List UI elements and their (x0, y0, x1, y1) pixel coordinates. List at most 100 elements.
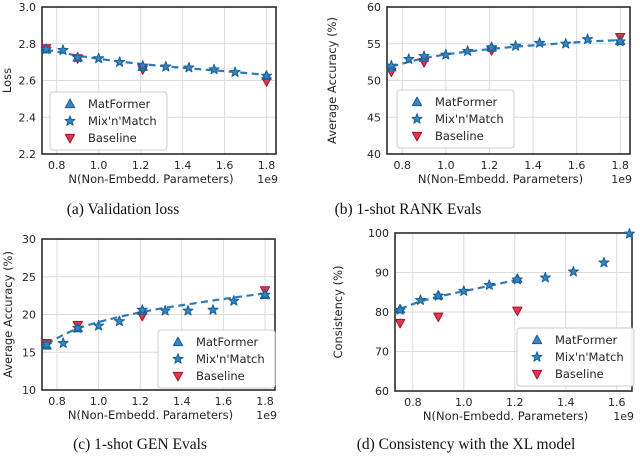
axis-offset-text: 1e9 (613, 410, 634, 423)
subplot-caption-b: (b) 1-shot RANK Evals (334, 201, 482, 218)
y-tick-label: 30 (22, 233, 36, 246)
y-tick-label: 2.4 (19, 111, 37, 124)
y-tick-label: 25 (22, 271, 36, 284)
subplot-caption-d: (d) Consistency with the XL model (356, 436, 576, 453)
legend-box (49, 91, 168, 151)
star-marker (72, 322, 84, 333)
legend-label: Mix'n'Match (196, 352, 265, 366)
x-tick-label: 1.0 (90, 395, 108, 408)
star-marker (511, 273, 523, 285)
axis-offset-text: 1e9 (257, 173, 278, 186)
star-marker (483, 279, 495, 290)
star-marker (114, 56, 126, 67)
x-tick-label: 1.8 (256, 395, 274, 408)
axes-spines (386, 6, 631, 155)
y-tick-label: 2.8 (19, 38, 37, 51)
y-tick-label: 10 (22, 384, 36, 397)
legend: MatFormer Mix'n'Match Baseline (396, 89, 515, 149)
y-tick-label: 15 (22, 346, 36, 359)
series-mix-n-match (41, 289, 271, 350)
star-marker (486, 41, 498, 53)
legend-star-marker (411, 113, 423, 124)
x-axis-label: N(Non-Embedd. Parameters) (423, 409, 588, 423)
chart-rank-evals: 0.8 1.0 1.2 1.4 1.6 1.8 40 45 50 55 60 N(Non-Embedd… (325, 1, 632, 186)
star-marker (72, 51, 84, 63)
x-tick-label: 0.8 (48, 395, 66, 408)
subplot-rank-evals: 0.8 1.0 1.2 1.4 1.6 1.8 40 45 50 55 60 N(Non-Embedd… (320, 0, 640, 228)
legend-label: Mix'n'Match (435, 112, 504, 126)
subplot-caption-a: (a) Validation loss (66, 201, 180, 218)
y-tick-label: 3.0 (19, 1, 37, 14)
x-tick-label: 0.8 (48, 159, 66, 172)
series-mix-n-match (40, 43, 273, 81)
x-tick-label: 1.4 (524, 159, 542, 172)
star-marker (582, 33, 593, 45)
legend-label: Mix'n'Match (555, 350, 624, 364)
series-mix-n-match (394, 228, 635, 315)
star-marker (462, 45, 474, 56)
x-tick-label: 1.6 (608, 396, 626, 409)
chart-consistency: 0.8 1.0 1.2 1.4 1.6 60 70 80 90 100 N(Non-Embedd. … (331, 228, 635, 423)
legend-box (157, 329, 276, 389)
legend-star-marker (172, 353, 184, 364)
x-tick-label: 1.2 (481, 159, 499, 172)
legend-label: MatFormer (435, 95, 498, 109)
x-tick-label: 1.0 (455, 396, 473, 409)
y-tick-label: 100 (368, 228, 389, 240)
legend-label: Mix'n'Match (88, 114, 157, 128)
y-tick-label: 70 (375, 346, 389, 359)
star-marker (208, 63, 220, 75)
legend-label: Baseline (555, 367, 604, 381)
x-axis-label: N(Non-Embedd. Parameters) (418, 172, 583, 186)
star-marker (40, 43, 52, 55)
star-marker (113, 315, 125, 327)
star-marker (394, 304, 406, 315)
legend-triangle-down-marker (531, 369, 543, 380)
legend-label: Baseline (196, 369, 245, 383)
legend: MatFormer Mix'n'Match Baseline (49, 91, 168, 151)
star-marker (159, 304, 171, 316)
y-tick-label: 2.2 (19, 148, 37, 161)
legend-triangle-down-marker (411, 131, 423, 142)
legend-label: Baseline (88, 131, 137, 145)
star-marker (418, 50, 430, 61)
star-marker (432, 290, 444, 301)
x-tick-label: 1.4 (173, 395, 191, 408)
y-tick-label: 90 (375, 267, 389, 280)
triangle-down-marker (394, 318, 406, 329)
x-tick-label: 1.0 (90, 159, 108, 172)
star-marker (136, 304, 148, 315)
star-marker (137, 60, 149, 71)
x-tick-label: 1.2 (506, 396, 523, 409)
star-marker (183, 61, 195, 73)
series-mix-n-match (385, 33, 626, 71)
chart-validation-loss: 0.8 1.0 1.2 1.4 1.6 1.8 2.2 2.4 2.6 2.8 3.0 N(Non-E… (0, 1, 278, 186)
star-marker (510, 40, 522, 51)
subplot-consistency: 0.8 1.0 1.2 1.4 1.6 60 70 80 90 100 N(Non-Embedd. … (320, 228, 640, 463)
subplot-caption-c: (c) 1-shot GEN Evals (73, 436, 207, 453)
y-tick-label: 60 (367, 1, 381, 14)
axes-spines (41, 238, 276, 391)
y-tick-label: 20 (22, 309, 36, 322)
legend-triangle-up-marker (172, 336, 184, 347)
axes-spines (41, 6, 277, 155)
star-marker (458, 285, 470, 296)
star-marker (228, 295, 240, 306)
x-tick-label: 1.0 (437, 159, 455, 172)
star-marker (57, 337, 69, 348)
star-marker (539, 271, 551, 283)
legend-triangle-down-marker (172, 371, 184, 382)
triangle-down-marker (512, 306, 523, 317)
x-tick-label: 0.8 (404, 396, 422, 409)
star-marker (567, 265, 579, 277)
star-marker (207, 304, 219, 315)
series-baseline (394, 306, 523, 329)
star-marker (403, 53, 415, 64)
legend-label: MatFormer (88, 97, 151, 111)
star-marker (614, 35, 626, 47)
series-baseline (41, 44, 272, 87)
trend-line (46, 292, 266, 345)
star-marker (440, 49, 452, 60)
x-tick-label: 1.2 (132, 159, 150, 172)
